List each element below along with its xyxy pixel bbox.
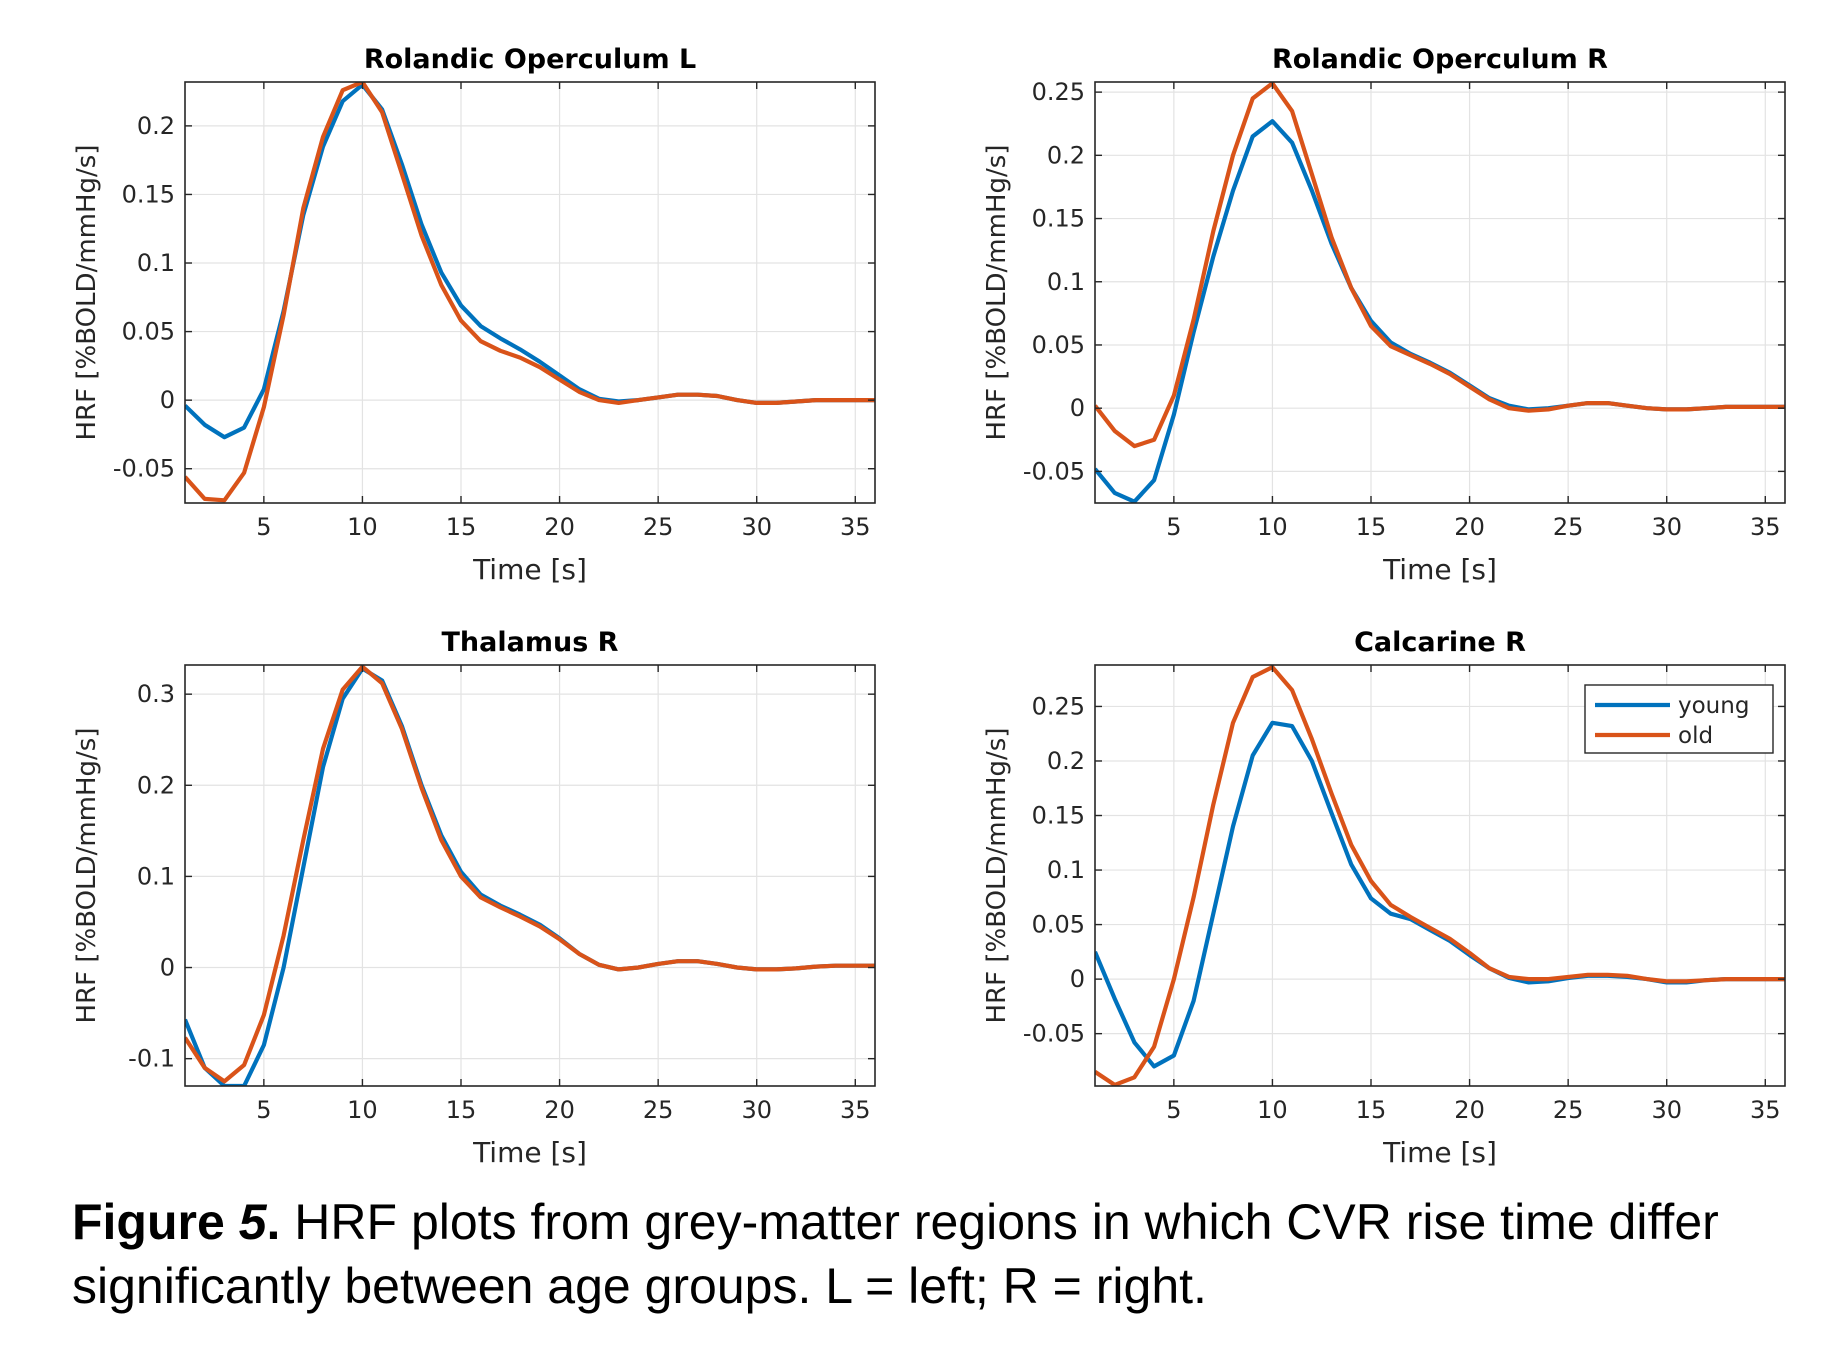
y-tick-label: 0.05 (1032, 331, 1085, 359)
x-tick-label: 20 (1454, 513, 1485, 541)
y-tick-label: 0.2 (1047, 141, 1085, 169)
x-tick-label: 30 (1651, 513, 1682, 541)
x-axis-label: Time [s] (472, 553, 587, 586)
legend-label-young: young (1678, 693, 1749, 719)
chart-panel-3: 5 10 15 20 25 30 35 -0.1 0 0.1 0.2 0.3 Thalamus R Tim… (72, 627, 876, 1169)
x-tick-label: 20 (1454, 1096, 1485, 1124)
y-tick-label: 0.05 (1032, 911, 1085, 939)
figure-panels: 5 10 15 20 25 30 35-0.0500.050.10.150.2Rolandi… (72, 44, 1786, 1169)
y-tick-label: 0 (1070, 965, 1085, 993)
figure-caption: Figure 5. HRF plots from grey-matter reg… (72, 1190, 1772, 1318)
y-tick-label: 0.05 (122, 318, 175, 346)
x-tick-label: 30 (1651, 1096, 1682, 1124)
y-tick-label: 0.2 (137, 771, 175, 799)
caption-number: 5 (238, 1194, 267, 1250)
x-axis-label: Time [s] (1382, 553, 1497, 586)
axes-box (1094, 664, 1786, 1087)
x-tick-label: 30 (741, 513, 772, 541)
x-tick-label: 5 (256, 1096, 271, 1124)
x-tick-label: 35 (1750, 1096, 1781, 1124)
y-axis-label: HRF [%BOLD/mmHg/s] (982, 728, 1012, 1024)
series-line-old (185, 82, 875, 503)
y-tick-label: -0.05 (1023, 457, 1085, 485)
y-tick-label: 0.15 (122, 180, 175, 208)
chart-title: Rolandic Operculum L (364, 44, 696, 75)
y-tick-label: 0.25 (1032, 78, 1085, 106)
y-tick-label: 0.15 (1032, 205, 1085, 233)
y-tick-label: 0 (1070, 394, 1085, 422)
y-tick-label: 0.25 (1032, 692, 1085, 720)
x-tick-label: 25 (643, 1096, 674, 1124)
x-tick-label: 15 (446, 1096, 477, 1124)
x-tick-label: 10 (347, 1096, 378, 1124)
series-group (185, 82, 875, 503)
series-line-old (1095, 665, 1785, 1086)
y-tick-label: -0.1 (128, 1045, 175, 1073)
x-tick-label: 25 (1553, 1096, 1584, 1124)
x-tick-label: 5 (1166, 1096, 1181, 1124)
chart-title: Rolandic Operculum R (1272, 44, 1608, 75)
axes-box (184, 664, 876, 1087)
series-group (1095, 665, 1785, 1086)
y-tick-label: -0.05 (113, 455, 175, 483)
y-tick-label: 0.3 (137, 680, 175, 708)
x-tick-label: 20 (544, 513, 575, 541)
chart-panel-2: 5 10 15 20 25 30 35 -0.05 0 0.05 0.1 0.15 0.2 0.25 Rol… (982, 44, 1786, 586)
plot-area (185, 665, 875, 1086)
chart-panel-4: 5 10 15 20 25 30 35 -0.05 0 0.05 0.1 0.15 0.2 0.25 Cal… (982, 627, 1786, 1169)
y-axis-label: HRF [%BOLD/mmHg/s] (982, 145, 1012, 441)
x-tick-label: 25 (643, 513, 674, 541)
y-tick-label: -0.05 (1023, 1020, 1085, 1048)
x-axis-label: Time [s] (1382, 1136, 1497, 1169)
y-axis-label: HRF [%BOLD/mmHg/s] (72, 145, 102, 441)
series-line-old (1095, 82, 1785, 449)
y-tick-label: 0.1 (137, 249, 175, 277)
legend: young old (1584, 684, 1774, 754)
x-tick-label: 35 (840, 1096, 871, 1124)
y-tick-label: 0.15 (1032, 802, 1085, 830)
x-tick-label: 35 (1750, 513, 1781, 541)
series-group (185, 665, 875, 1086)
x-tick-label: 5 (256, 513, 271, 541)
x-tick-label: 15 (1356, 513, 1387, 541)
x-tick-label: 15 (1356, 1096, 1387, 1124)
x-tick-label: 35 (840, 513, 871, 541)
caption-lead: Figure 5. (72, 1194, 281, 1250)
series-group (1095, 82, 1785, 503)
y-axis-label: HRF [%BOLD/mmHg/s] (72, 728, 102, 1024)
x-tick-label: 25 (1553, 513, 1584, 541)
y-tick-label: 0.1 (1047, 268, 1085, 296)
caption-text: HRF plots from grey-matter regions in wh… (72, 1194, 1719, 1314)
axes-box (184, 81, 876, 504)
legend-box (1584, 684, 1774, 754)
x-tick-label: 20 (544, 1096, 575, 1124)
plot-area (185, 82, 875, 503)
y-tick-label: 0 (160, 954, 175, 982)
y-tick-label: 0 (160, 386, 175, 414)
legend-label-old: old (1678, 723, 1713, 749)
y-tick-label: 0.2 (137, 112, 175, 140)
x-tick-label: 10 (347, 513, 378, 541)
y-tick-label: 0.1 (1047, 856, 1085, 884)
chart-title: Calcarine R (1354, 627, 1526, 658)
x-tick-label: 30 (741, 1096, 772, 1124)
y-tick-label: 0.1 (137, 862, 175, 890)
plot-area (1095, 82, 1785, 503)
x-tick-label: 5 (1166, 513, 1181, 541)
series-line-old (185, 665, 875, 1084)
chart-title: Thalamus R (442, 627, 619, 658)
x-axis-label: Time [s] (472, 1136, 587, 1169)
axes-box (1094, 81, 1786, 504)
chart-panel-1: 5 10 15 20 25 30 35 -0.05 0 0.05 0.1 0.15 0.2 Rolandi… (72, 44, 876, 586)
x-tick-label: 10 (1257, 513, 1288, 541)
x-tick-label: 15 (446, 513, 477, 541)
y-tick-label: 0.2 (1047, 747, 1085, 775)
x-tick-label: 10 (1257, 1096, 1288, 1124)
